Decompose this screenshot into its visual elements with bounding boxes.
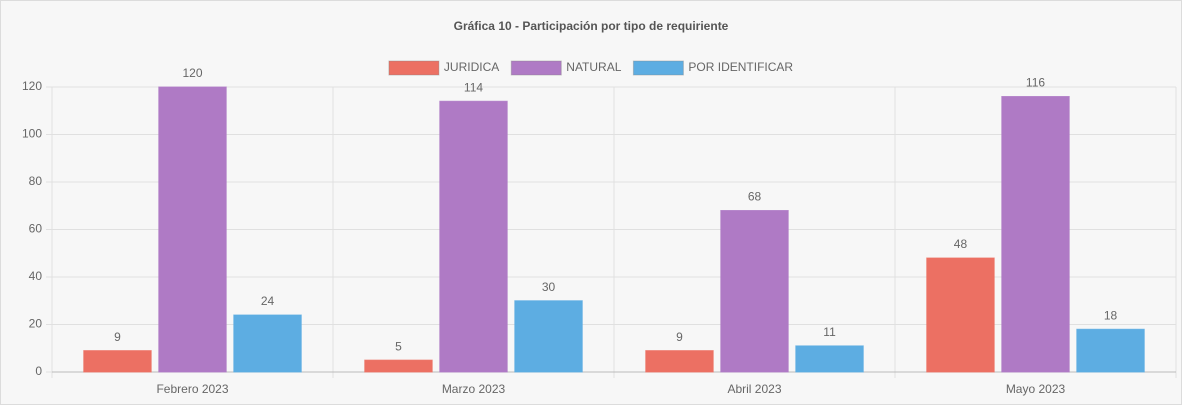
bar	[720, 210, 789, 373]
x-tick-label: Febrero 2023	[156, 382, 228, 396]
bar	[1001, 96, 1070, 373]
bar	[645, 350, 714, 373]
data-label: 120	[182, 66, 202, 80]
data-label: 24	[261, 294, 275, 308]
y-tick-label: 60	[29, 222, 43, 236]
data-label: 18	[1104, 308, 1118, 322]
legend: JURIDICA NATURAL POR IDENTIFICAR	[388, 60, 793, 76]
data-label: 30	[542, 280, 556, 294]
bar	[439, 100, 508, 373]
legend-label: POR IDENTIFICAR	[688, 60, 793, 74]
y-tick-label: 20	[29, 317, 43, 331]
y-tick-label: 100	[22, 127, 42, 141]
bar	[514, 300, 583, 373]
bar	[233, 314, 302, 373]
data-label: 9	[676, 330, 683, 344]
data-label: 5	[395, 339, 402, 353]
data-label: 11	[823, 325, 836, 339]
y-tick-label: 40	[29, 269, 43, 283]
bar	[795, 345, 864, 373]
legend-label: JURIDICA	[444, 60, 499, 74]
bar	[83, 350, 152, 373]
data-label: 9	[114, 330, 121, 344]
bar	[364, 359, 433, 373]
y-tick-label: 0	[35, 364, 42, 378]
bar	[1076, 328, 1145, 373]
y-tick-label: 120	[22, 79, 42, 93]
legend-swatch	[388, 60, 440, 76]
chart-title: Gráfica 10 - Participación por tipo de r…	[454, 19, 729, 33]
y-tick-label: 80	[29, 174, 43, 188]
x-tick-label: Mayo 2023	[1006, 382, 1066, 396]
bar	[158, 86, 227, 373]
bar	[926, 257, 995, 373]
legend-swatch	[510, 60, 562, 76]
legend-swatch	[632, 60, 684, 76]
x-tick-label: Abril 2023	[727, 382, 781, 396]
x-tick-label: Marzo 2023	[442, 382, 506, 396]
data-label: 114	[464, 80, 483, 94]
legend-label: NATURAL	[566, 60, 621, 74]
data-label: 116	[1026, 76, 1045, 90]
data-label: 68	[748, 190, 762, 204]
data-label: 48	[954, 237, 968, 251]
